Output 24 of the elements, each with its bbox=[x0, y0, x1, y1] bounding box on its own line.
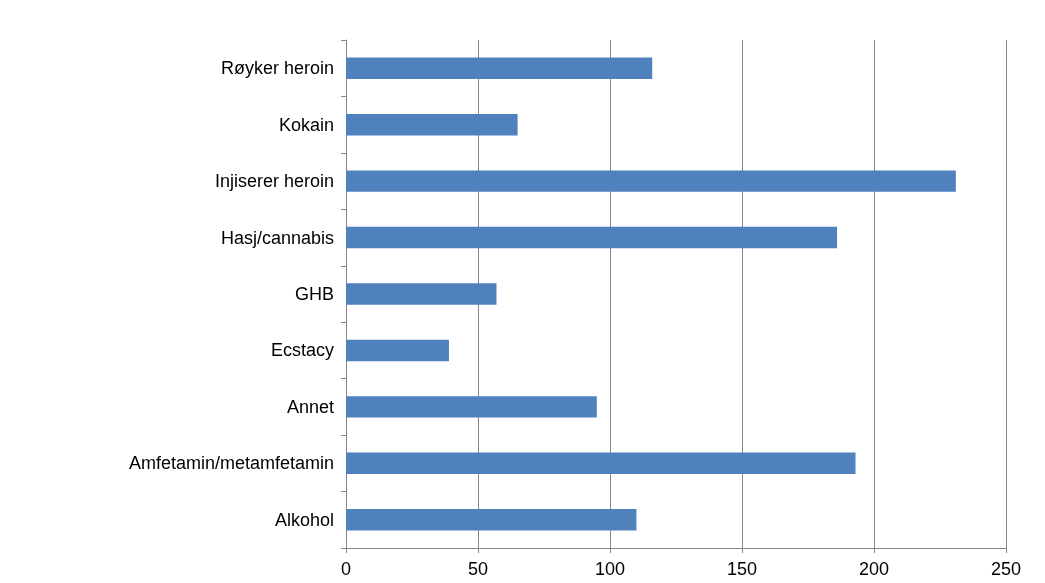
bar bbox=[346, 396, 597, 418]
y-tick-label: Røyker heroin bbox=[220, 58, 334, 79]
y-tick-label: Ecstacy bbox=[270, 340, 334, 361]
bar bbox=[346, 226, 838, 249]
x-tick-label: 50 bbox=[467, 559, 489, 579]
x-tick-label: 200 bbox=[858, 559, 890, 579]
y-tick-label: Alkohol bbox=[274, 509, 334, 530]
x-tick-label: 150 bbox=[726, 559, 758, 579]
y-tick-label: Amfetamin/metamfetamin bbox=[128, 453, 334, 474]
x-tick-label: 0 bbox=[340, 559, 352, 579]
x-tick-label: 250 bbox=[990, 559, 1022, 579]
bar bbox=[346, 283, 497, 305]
y-tick-label: Injiserer heroin bbox=[214, 171, 334, 192]
x-tick-label: 100 bbox=[594, 559, 626, 579]
y-tick-label: Annet bbox=[286, 396, 334, 417]
bar bbox=[346, 509, 637, 531]
y-tick-label: GHB bbox=[294, 284, 334, 304]
y-tick-label: Hasj/cannabis bbox=[220, 227, 334, 248]
bar bbox=[346, 57, 653, 79]
y-tick-label: Kokain bbox=[278, 114, 334, 135]
bar bbox=[346, 339, 449, 362]
bar bbox=[346, 452, 856, 475]
bar bbox=[346, 113, 518, 136]
bar bbox=[346, 170, 956, 192]
